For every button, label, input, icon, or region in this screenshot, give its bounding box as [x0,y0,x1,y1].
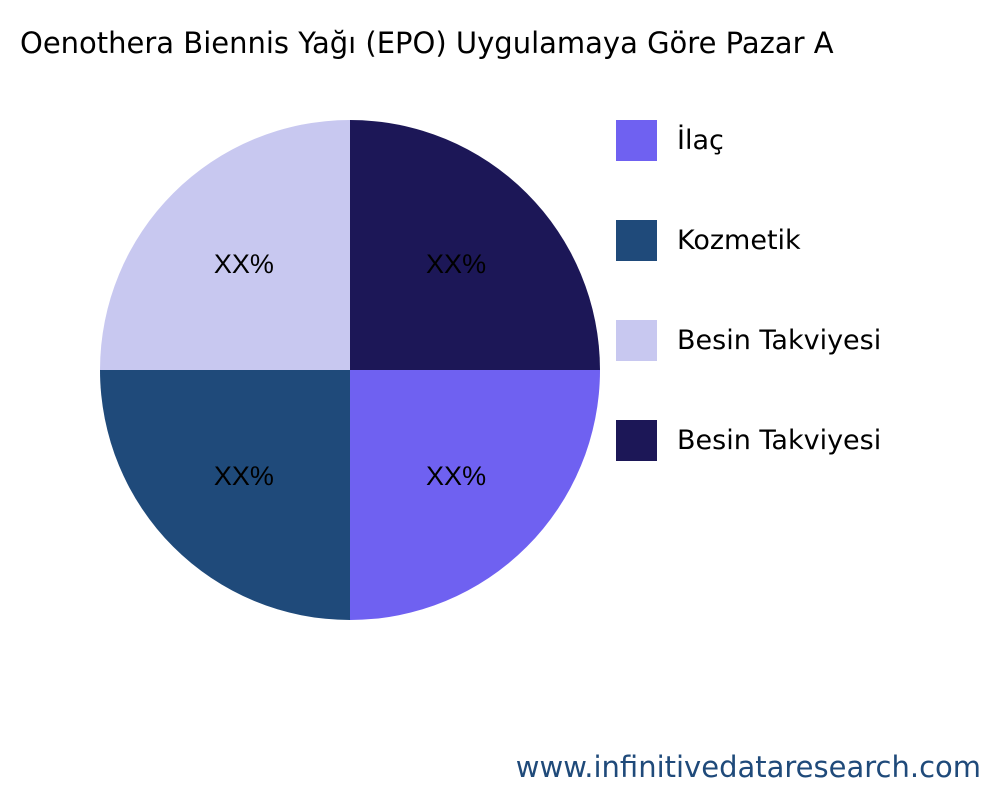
pie-slice [100,120,350,370]
legend-label: İlaç [677,124,724,156]
legend-swatch [616,119,657,161]
legend-swatch [616,419,657,461]
legend-item[interactable]: İlaç [616,119,724,161]
legend-item[interactable]: Kozmetik [616,219,801,261]
slice-label: XX% [426,461,486,491]
legend-label: Besin Takviyesi [677,324,882,356]
legend-item[interactable]: Besin Takviyesi [616,419,881,461]
pie-slice [350,370,600,620]
slice-label: XX% [426,249,486,279]
legend-swatch [616,219,657,261]
legend-label: Besin Takviyesi [677,424,882,456]
pie-slice [350,120,600,370]
chart-title: Oenothera Biennis Yağı (EPO) Uygulamaya … [20,26,834,60]
pie-slice [100,370,350,620]
legend-item[interactable]: Besin Takviyesi [616,319,881,361]
legend-swatch [616,319,657,361]
footer-url[interactable]: www.infinitivedataresearch.com [515,750,981,784]
slice-label: XX% [214,461,274,491]
slice-label: XX% [214,249,274,279]
legend-label: Kozmetik [677,224,801,256]
